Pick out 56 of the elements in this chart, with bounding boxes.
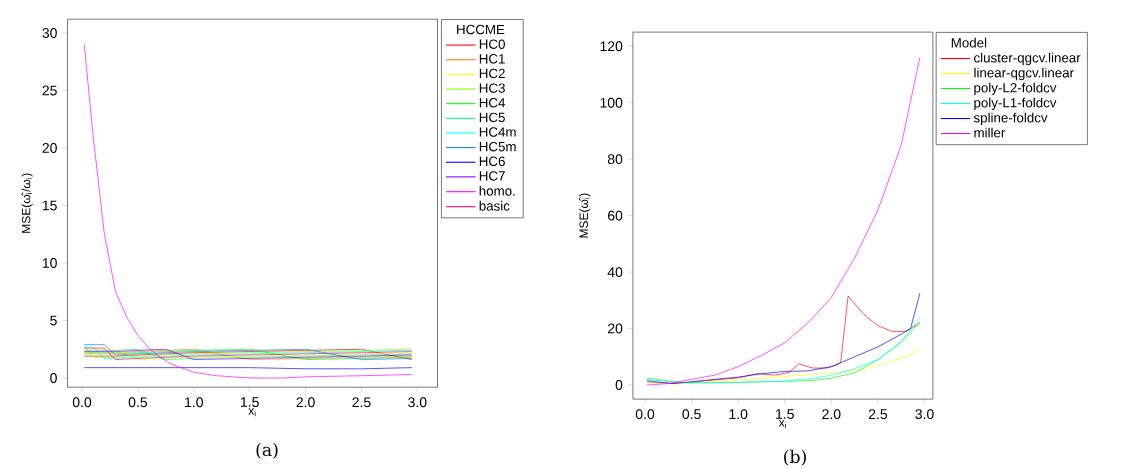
x-tick-label: 1.0 bbox=[185, 397, 203, 408]
y-tick-label: 0 bbox=[50, 373, 57, 383]
legend-label: cluster-qgcv.linear bbox=[974, 52, 1081, 66]
legend-label: miller bbox=[974, 127, 1006, 138]
x-tick-label: 1.0 bbox=[729, 409, 748, 420]
legend-label: HC6 bbox=[479, 156, 505, 167]
y-tick-label: 20 bbox=[42, 143, 57, 153]
y-tick-label: 0 bbox=[615, 380, 623, 390]
legend-title: Model bbox=[951, 37, 987, 48]
legend-label: HC4 bbox=[479, 98, 506, 108]
y-tick-label: 100 bbox=[600, 97, 623, 108]
x-tick-label: 0.5 bbox=[682, 409, 701, 420]
legend-label: HC3 bbox=[479, 83, 505, 93]
x-tick-label: 2.0 bbox=[822, 409, 841, 420]
x-tick-label: 0.0 bbox=[635, 409, 655, 420]
legend-label: homo. bbox=[479, 185, 515, 196]
x-tick-label: 1.5 bbox=[776, 409, 794, 419]
legend-label: HC0 bbox=[479, 39, 505, 49]
legend-label: HC5 bbox=[479, 112, 505, 123]
y-tick-label: 30 bbox=[42, 28, 57, 38]
line-series bbox=[83, 44, 413, 379]
x-tick-label: 0.0 bbox=[72, 397, 92, 408]
legend-label: HC1 bbox=[479, 54, 505, 64]
legend-label: HC7 bbox=[479, 171, 505, 181]
y-tick-label: 40 bbox=[607, 267, 623, 278]
y-tick-label: 120 bbox=[600, 41, 623, 52]
line-series bbox=[646, 57, 921, 386]
legend-label: poly-L1-foldcv bbox=[974, 97, 1057, 111]
y-axis-title: MSE(ω̂$_{i}$/ω$_{i}$) bbox=[21, 173, 33, 233]
y-tick-label: 60 bbox=[607, 210, 623, 221]
legend-label: linear-qgcv.linear bbox=[974, 67, 1074, 81]
x-tick-label: 2.0 bbox=[296, 397, 315, 408]
legend-label: HC2 bbox=[479, 68, 505, 79]
text: (a) bbox=[256, 442, 278, 459]
x-tick-label: 2.5 bbox=[868, 409, 888, 420]
x-axis-title: x$_{i}$ bbox=[248, 408, 256, 417]
y-tick-label: 20 bbox=[607, 323, 623, 334]
legend-label: HC4m bbox=[479, 127, 516, 137]
x-tick-label: 2.5 bbox=[352, 397, 371, 408]
y-tick-label: 80 bbox=[607, 154, 623, 165]
legend-label: spline-foldcv bbox=[973, 112, 1048, 126]
text: (b) bbox=[784, 449, 806, 466]
x-tick-label: 3.0 bbox=[915, 409, 934, 420]
x-tick-label: 1.5 bbox=[241, 397, 259, 408]
legend-title: HCCME bbox=[457, 24, 505, 35]
legend-label: HC5m bbox=[479, 141, 516, 152]
x-tick-label: 3.0 bbox=[408, 397, 427, 408]
y-tick-label: 5 bbox=[50, 315, 57, 326]
y-axis-title: MSE(ω̂$_{i}$) bbox=[579, 193, 591, 238]
legend-label: basic bbox=[479, 200, 510, 211]
legend-label: poly-L2-foldcv bbox=[974, 82, 1057, 96]
y-tick-label: 10 bbox=[42, 258, 57, 268]
x-axis-title: x$_{i}$ bbox=[778, 420, 786, 429]
y-tick-label: 15 bbox=[42, 200, 57, 211]
x-tick-label: 0.5 bbox=[128, 397, 148, 408]
y-tick-label: 25 bbox=[42, 85, 57, 96]
